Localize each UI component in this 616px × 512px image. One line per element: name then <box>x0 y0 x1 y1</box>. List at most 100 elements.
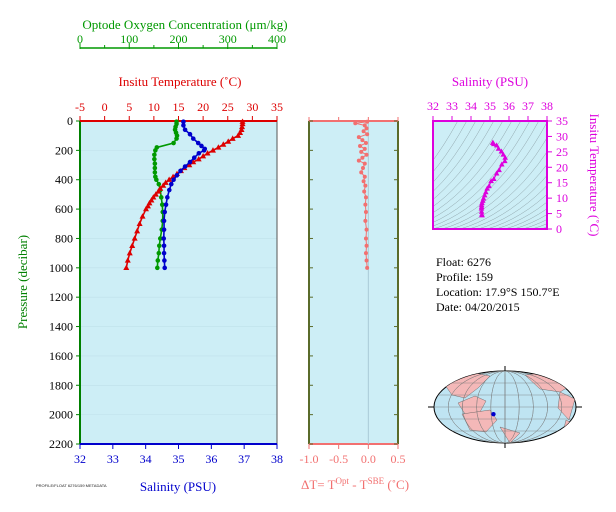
delta-t-point <box>364 152 369 157</box>
profile-panel <box>80 121 277 444</box>
temperature-point <box>239 123 246 130</box>
temperature-point <box>215 144 222 150</box>
delta-t-point <box>356 158 361 163</box>
pressure-axis-title: Pressure (decibar) <box>15 235 30 329</box>
location-text: Location: 17.9°S 150.7°E <box>436 285 560 299</box>
ts-salinity-tick-label: 37 <box>522 99 534 113</box>
pressure-tick-label: 1600 <box>49 349 73 363</box>
ts-point <box>488 178 494 184</box>
delta-t-point <box>364 258 369 263</box>
temperature-tick-label: 0 <box>102 100 108 114</box>
salinity-point <box>161 236 167 241</box>
salinity-point <box>168 181 174 187</box>
delta-t-tick-label: 0.0 <box>361 452 376 466</box>
ts-contour <box>540 226 547 229</box>
profile-grid <box>80 150 277 415</box>
ts-contour <box>441 137 547 229</box>
oxygen-tick-label: 300 <box>219 32 237 46</box>
ts-salinity-tick-label: 32 <box>427 99 439 113</box>
ts-point <box>491 141 497 147</box>
oxygen-tick-label: 400 <box>268 32 286 46</box>
ts-point <box>493 170 500 176</box>
oxygen-point <box>157 236 163 241</box>
temperature-tick-label: 15 <box>173 100 185 114</box>
ts-contour <box>459 163 547 229</box>
oxygen-point <box>158 195 164 200</box>
salinity-point <box>171 177 176 183</box>
ts-contour <box>433 121 530 223</box>
oxygen-point <box>152 152 157 158</box>
oxygen-tick-label: 200 <box>170 32 188 46</box>
salinity-line <box>162 121 206 268</box>
oxygen-point <box>171 140 176 146</box>
pressure-tick-label: 1800 <box>49 378 73 392</box>
temperature-point <box>229 135 236 141</box>
ts-point <box>479 212 485 218</box>
temperature-point <box>200 153 207 159</box>
ts-salinity-tick-label: 34 <box>465 99 477 113</box>
temperature-tick-label: 20 <box>197 100 209 114</box>
oxygen-tick-label: 0 <box>77 32 83 46</box>
delta-t-point <box>353 121 358 126</box>
ts-point <box>502 154 508 160</box>
pressure-tick-label: 400 <box>55 173 73 187</box>
salinity-tick-label: 37 <box>238 452 250 466</box>
temperature-point <box>166 176 173 182</box>
ts-point <box>478 208 485 214</box>
delta-t-point <box>363 202 368 207</box>
ts-point <box>502 158 508 164</box>
delta-t-point <box>361 129 366 134</box>
ts-point <box>479 200 485 206</box>
salinity-point <box>162 258 167 263</box>
salinity-point <box>162 209 168 215</box>
oxygen-point <box>156 243 162 249</box>
temperature-point <box>129 242 136 248</box>
delta-t-point <box>363 141 368 146</box>
ts-contour <box>433 121 547 229</box>
ts-contour <box>468 175 547 229</box>
delta-t-point <box>360 155 365 160</box>
salinity-point <box>163 202 169 207</box>
ts-salinity-tick-label: 38 <box>541 99 553 113</box>
ts-contour <box>513 214 547 229</box>
ts-contour <box>433 121 503 207</box>
temperature-point <box>160 182 167 188</box>
salinity-point <box>196 151 202 156</box>
pressure-tick-label: 1200 <box>49 290 73 304</box>
delta-t-panel <box>309 121 398 444</box>
ts-point <box>498 148 505 154</box>
ts-point <box>491 176 497 182</box>
temperature-point <box>124 257 131 263</box>
ts-contour <box>477 184 547 229</box>
salinity-point <box>174 173 180 178</box>
temperature-tick-label: 25 <box>222 100 234 114</box>
ts-contour <box>433 121 494 200</box>
delta-t-point <box>363 251 368 256</box>
delta-t-point <box>360 138 365 143</box>
pressure-tick-label: 0 <box>67 114 73 128</box>
salinity-point <box>161 227 167 232</box>
temperature-point <box>136 220 143 226</box>
temperature-point <box>239 120 246 127</box>
salinity-tick-label: 32 <box>74 452 86 466</box>
ts-point <box>484 185 490 191</box>
salinity-point <box>162 265 168 271</box>
salinity-point <box>181 119 186 125</box>
ts-temperature-tick-label: 30 <box>556 129 568 143</box>
temperature-point <box>152 191 159 197</box>
temperature-tick-label: 30 <box>246 100 258 114</box>
ts-point <box>496 167 502 173</box>
oxygen-point <box>155 258 161 263</box>
ts-contour <box>522 219 547 229</box>
temperature-tick-label: 5 <box>126 100 132 114</box>
salinity-point <box>161 218 167 224</box>
delta-t-point <box>363 236 368 241</box>
temperature-tick-label: -5 <box>75 100 85 114</box>
delta-t-point <box>356 135 361 140</box>
delta-t-tick-label: 0.5 <box>391 452 406 466</box>
delta-t-point <box>362 123 367 128</box>
ts-contour <box>486 193 547 229</box>
float-id: Float: 6276 <box>436 255 492 269</box>
